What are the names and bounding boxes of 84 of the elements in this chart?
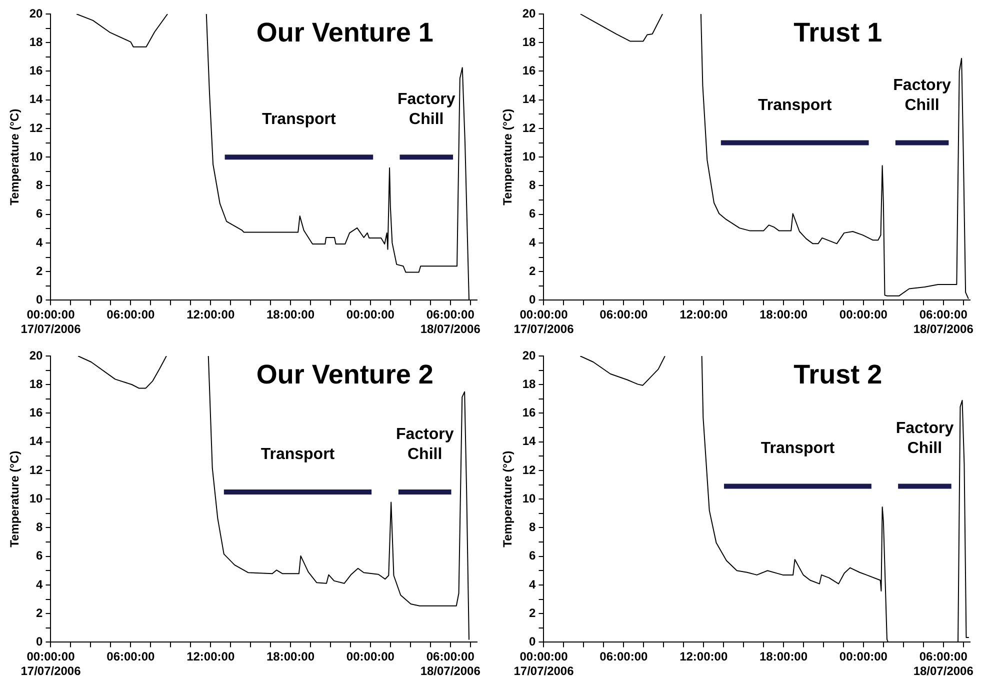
- y-tick-label: 4: [36, 577, 44, 592]
- y-tick-label: 8: [529, 520, 536, 534]
- y-tick-label: 14: [522, 434, 536, 448]
- x-tick-label: 18:00:00: [266, 650, 315, 664]
- y-tick-label: 10: [29, 149, 44, 164]
- y-tick-label: 4: [529, 577, 536, 592]
- x-tick-label: 00:00:00 17/07/2006: [20, 650, 82, 678]
- x-tick-label: 12:00:00: [186, 650, 235, 664]
- y-tick-label: 18: [522, 376, 536, 391]
- y-tick-label: 10: [522, 491, 536, 506]
- x-tick-label: 00:00:00 17/07/2006: [514, 308, 574, 336]
- x-tick-label: 00:00:00: [346, 308, 395, 322]
- chart-title: Trust 1: [794, 17, 882, 48]
- y-tick-label: 4: [36, 235, 44, 250]
- y-tick-label: 6: [529, 548, 536, 563]
- x-tick-label: 00:00:00 17/07/2006: [20, 308, 82, 336]
- y-tick-label: 6: [36, 548, 44, 563]
- y-axis-title: Temperature (°C): [8, 108, 22, 206]
- x-tick-label: 12:00:00: [186, 308, 235, 322]
- y-tick-label: 16: [522, 64, 536, 78]
- y-tick-label: 12: [29, 462, 44, 477]
- y-tick-label: 14: [29, 92, 44, 106]
- y-tick-label: 0: [36, 292, 44, 307]
- x-tick-label: 06:00:00: [600, 650, 648, 664]
- y-tick-label: 6: [529, 206, 536, 221]
- y-axis-title: Temperature (°C): [500, 450, 515, 548]
- x-tick-label: 06:00:00: [106, 308, 156, 322]
- y-tick-label: 2: [36, 264, 44, 278]
- y-tick-label: 2: [36, 606, 44, 620]
- y-tick-label: 0: [529, 634, 536, 649]
- y-tick-label: 16: [29, 64, 44, 78]
- x-tick-label: 06:00:00 18/07/2006: [913, 308, 974, 336]
- y-tick-label: 12: [522, 120, 536, 135]
- series-label: Factory Chill: [896, 420, 954, 458]
- series-label: Transport: [758, 96, 832, 114]
- y-tick-label: 8: [36, 178, 44, 192]
- x-tick-label: 12:00:00: [680, 650, 728, 664]
- y-tick-label: 18: [522, 34, 536, 49]
- x-tick-label: 06:00:00: [600, 308, 648, 322]
- x-tick-label: 18:00:00: [759, 308, 808, 322]
- x-tick-label: 06:00:00 18/07/2006: [420, 650, 481, 678]
- y-tick-label: 20: [29, 348, 44, 362]
- y-tick-label: 18: [29, 376, 44, 391]
- series-label: Factory Chill: [396, 426, 454, 463]
- y-tick-label: 2: [529, 264, 536, 278]
- y-tick-label: 8: [36, 520, 44, 534]
- x-tick-label: 12:00:00: [680, 308, 728, 322]
- series-label: Factory Chill: [893, 76, 952, 114]
- x-tick-label: 06:00:00 18/07/2006: [913, 650, 974, 678]
- y-tick-label: 16: [29, 406, 44, 420]
- series-label: Transport: [260, 446, 336, 463]
- y-axis-title: Temperature (°C): [8, 450, 22, 548]
- x-tick-label: 06:00:00 18/07/2006: [420, 308, 481, 336]
- y-tick-label: 20: [522, 348, 536, 362]
- y-tick-label: 10: [522, 149, 536, 164]
- x-tick-label: 18:00:00: [759, 650, 808, 664]
- y-tick-label: 18: [29, 34, 44, 49]
- y-tick-label: 20: [522, 6, 536, 20]
- y-tick-label: 8: [529, 178, 536, 192]
- x-tick-label: 06:00:00: [106, 650, 156, 664]
- x-tick-label: 00:00:00: [839, 308, 888, 322]
- series-label: Transport: [262, 111, 337, 128]
- y-tick-label: 6: [36, 206, 44, 221]
- series-label: Transport: [760, 440, 836, 458]
- y-tick-label: 16: [522, 406, 536, 420]
- y-tick-label: 4: [529, 235, 536, 250]
- chart-title: Our Venture 1: [256, 17, 434, 48]
- chart-title: Trust 2: [794, 359, 882, 390]
- x-tick-label: 00:00:00 17/07/2006: [514, 650, 574, 678]
- y-tick-label: 0: [529, 292, 536, 307]
- y-tick-label: 2: [529, 606, 536, 620]
- y-tick-label: 14: [522, 92, 536, 106]
- y-tick-label: 0: [36, 634, 44, 649]
- y-tick-label: 12: [522, 462, 536, 477]
- series-label: Factory Chill: [397, 91, 456, 128]
- x-tick-label: 18:00:00: [266, 308, 315, 322]
- y-axis-title: Temperature (°C): [500, 108, 515, 206]
- y-tick-label: 20: [29, 6, 44, 20]
- chart-title: Our Venture 2: [256, 359, 434, 390]
- y-tick-label: 12: [29, 120, 44, 135]
- y-tick-label: 10: [29, 491, 44, 506]
- y-tick-label: 14: [29, 434, 44, 448]
- x-tick-label: 00:00:00: [346, 650, 395, 664]
- x-tick-label: 00:00:00: [839, 650, 888, 664]
